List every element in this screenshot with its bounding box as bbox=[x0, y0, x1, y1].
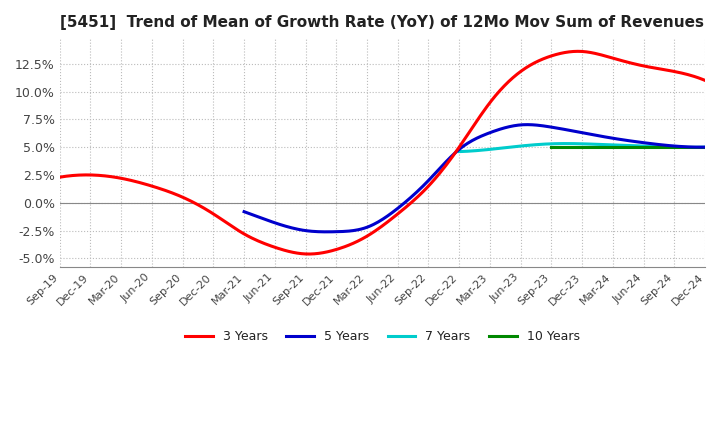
7 Years bbox=[601, 142, 610, 147]
5 Years bbox=[525, 122, 534, 127]
10 Years bbox=[623, 144, 631, 150]
5 Years bbox=[514, 122, 523, 128]
5 Years bbox=[523, 122, 532, 127]
10 Years bbox=[547, 144, 556, 150]
3 Years bbox=[441, 163, 450, 168]
3 Years bbox=[304, 251, 312, 257]
5 Years bbox=[516, 122, 524, 128]
7 Years bbox=[455, 149, 464, 154]
7 Years bbox=[602, 142, 611, 147]
7 Years bbox=[606, 142, 615, 147]
Legend: 3 Years, 5 Years, 7 Years, 10 Years: 3 Years, 5 Years, 7 Years, 10 Years bbox=[180, 325, 585, 348]
5 Years bbox=[661, 143, 670, 148]
Line: 3 Years: 3 Years bbox=[60, 51, 705, 254]
3 Years bbox=[58, 174, 66, 180]
3 Years bbox=[701, 78, 709, 83]
3 Years bbox=[55, 175, 64, 180]
10 Years bbox=[688, 144, 696, 150]
10 Years bbox=[561, 144, 570, 150]
3 Years bbox=[439, 165, 448, 171]
10 Years bbox=[547, 144, 556, 150]
7 Years bbox=[701, 144, 709, 150]
3 Years bbox=[573, 49, 582, 54]
10 Years bbox=[642, 144, 651, 150]
7 Years bbox=[678, 145, 687, 150]
5 Years bbox=[701, 144, 709, 150]
3 Years bbox=[644, 64, 653, 70]
10 Years bbox=[678, 144, 686, 150]
7 Years bbox=[456, 149, 464, 154]
5 Years bbox=[241, 209, 250, 215]
7 Years bbox=[561, 141, 570, 146]
3 Years bbox=[452, 148, 461, 153]
7 Years bbox=[663, 144, 672, 150]
Line: 5 Years: 5 Years bbox=[244, 125, 705, 232]
3 Years bbox=[603, 54, 612, 59]
10 Years bbox=[639, 144, 648, 150]
Line: 7 Years: 7 Years bbox=[459, 143, 705, 152]
5 Years bbox=[240, 209, 248, 214]
10 Years bbox=[639, 144, 648, 150]
5 Years bbox=[321, 229, 330, 235]
10 Years bbox=[701, 144, 709, 150]
Title: [5451]  Trend of Mean of Growth Rate (YoY) of 12Mo Mov Sum of Revenues: [5451] Trend of Mean of Growth Rate (YoY… bbox=[60, 15, 704, 30]
5 Years bbox=[631, 139, 640, 144]
